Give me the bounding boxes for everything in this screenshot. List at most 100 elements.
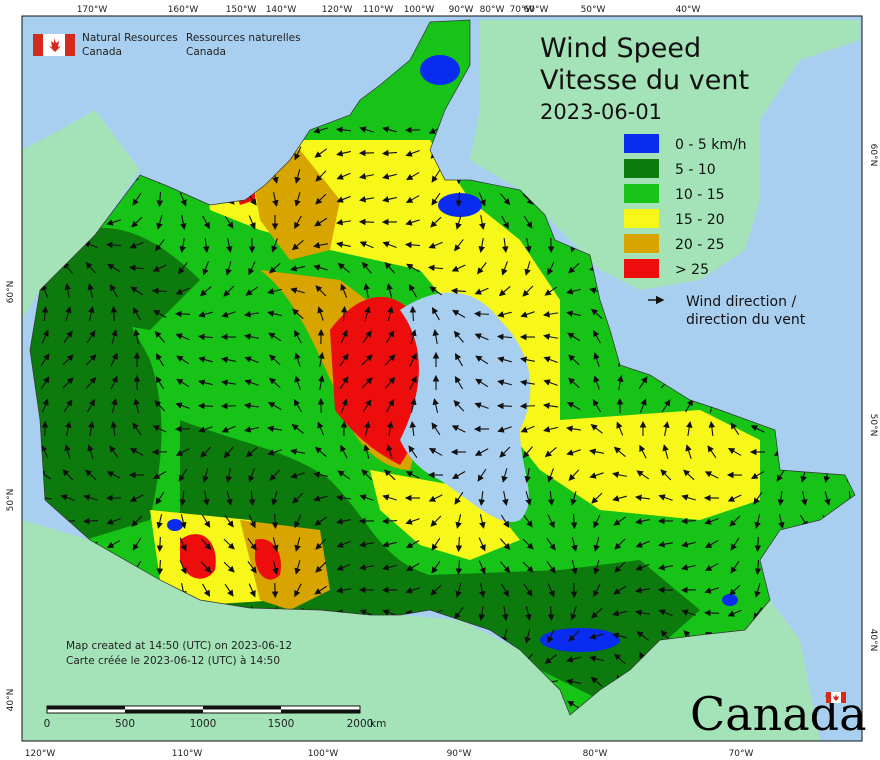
graticule-left-label: 60°N xyxy=(6,281,16,304)
map-date: 2023-06-01 xyxy=(540,100,662,124)
wind-arrow xyxy=(546,538,556,551)
wind-arrow xyxy=(566,401,581,410)
wind-arrow xyxy=(132,537,142,551)
wind-arrow xyxy=(202,237,210,254)
graticule-right-label: 60°N xyxy=(868,144,878,167)
wind-arrow xyxy=(60,494,75,501)
credit-en: Map created at 14:50 (UTC) on 2023-06-12 xyxy=(66,640,292,652)
wind-arrow xyxy=(64,283,71,298)
wind-arrow xyxy=(65,306,72,321)
wind-arrow xyxy=(225,261,232,276)
wind-arrow xyxy=(156,191,164,208)
wind-arrow xyxy=(730,422,740,436)
wind-arrow xyxy=(565,425,582,433)
wind-arrow xyxy=(612,610,627,617)
wind-arrow xyxy=(381,517,398,525)
wind-arrow xyxy=(547,490,555,507)
wind-arrow xyxy=(294,537,301,552)
wind-arrow xyxy=(131,515,143,527)
wind-arrow xyxy=(523,583,533,597)
wind-arrow xyxy=(244,379,259,386)
wind-arrow xyxy=(409,420,417,437)
wind-arrow xyxy=(750,471,765,479)
wind-arrow xyxy=(475,355,489,365)
wind-arrow xyxy=(272,537,279,552)
wind-arrow xyxy=(313,127,328,134)
legend-label: 15 - 20 xyxy=(675,212,725,228)
wind-arrow xyxy=(271,513,279,530)
wind-arrow xyxy=(432,329,439,344)
wind-arrow xyxy=(293,399,303,413)
wind-arrow xyxy=(589,448,604,455)
scale-bar: 0 500 1000 1500 2000 xyxy=(44,705,373,730)
wind-arrow xyxy=(684,399,694,413)
wind-arrow xyxy=(523,514,533,528)
wind-arrow xyxy=(156,536,164,553)
wind-arrow xyxy=(340,283,348,298)
wind-arrow xyxy=(336,172,351,180)
graticule-top-label: 60°W xyxy=(524,5,549,15)
graticule-right-label: 40°N xyxy=(868,629,878,652)
wind-arrow xyxy=(544,654,557,664)
wind-arrow xyxy=(290,472,305,479)
legend-swatch xyxy=(624,159,659,178)
wind-arrow xyxy=(87,444,94,459)
wind-arrow xyxy=(520,311,535,318)
wind-arrow xyxy=(522,446,533,459)
wind-arrow xyxy=(313,264,328,271)
wind-arrow xyxy=(291,308,304,320)
wind-arrow xyxy=(359,126,374,133)
wind-arrow xyxy=(336,563,351,571)
wind-arrow xyxy=(271,491,278,506)
wind-arrow xyxy=(314,585,328,595)
wind-arrow xyxy=(336,518,351,525)
wind-arrow xyxy=(313,471,328,478)
wind-arrow xyxy=(478,560,486,575)
wind-arrow xyxy=(663,421,670,436)
wind-arrow xyxy=(478,537,486,552)
canada-wordmark: Canada xyxy=(690,687,867,741)
wind-arrow xyxy=(111,329,118,344)
wind-arrow xyxy=(571,537,578,552)
wind-arrow xyxy=(523,215,533,229)
wind-arrow xyxy=(248,215,256,230)
graticule-top-label: 170°W xyxy=(77,5,108,15)
wind-arrow xyxy=(221,356,236,363)
legend-arrow-label-2: direction du vent xyxy=(686,312,806,328)
wind-arrow xyxy=(616,421,624,436)
wind-arrow xyxy=(612,495,627,502)
wind-arrow xyxy=(570,513,578,530)
wind-arrow xyxy=(776,468,786,482)
wind-arrow xyxy=(501,215,509,230)
legend-label: 5 - 10 xyxy=(675,162,716,178)
wind-arrow xyxy=(497,311,512,318)
wind-arrow xyxy=(318,375,325,390)
wind-arrow xyxy=(405,149,420,157)
wind-arrow xyxy=(544,286,558,296)
wind-arrow xyxy=(522,538,534,550)
wind-arrow xyxy=(593,537,600,552)
wind-arrow xyxy=(245,447,258,458)
wind-arrow xyxy=(750,425,765,433)
wind-arrow xyxy=(109,283,118,298)
wind-arrow xyxy=(542,402,559,410)
wind-arrow xyxy=(501,605,509,622)
wind-arrow xyxy=(524,468,531,483)
wind-arrow xyxy=(132,192,142,206)
wind-arrow xyxy=(634,494,651,502)
wind-arrow xyxy=(499,561,511,574)
wind-arrow xyxy=(267,310,282,317)
wind-arrow xyxy=(152,471,167,480)
wind-arrow xyxy=(361,377,373,389)
wind-arrow xyxy=(107,263,121,273)
wind-arrow xyxy=(179,238,186,253)
canada-flag-icon xyxy=(33,34,75,56)
wind-arrow xyxy=(543,426,558,433)
graticule-top-label: 120°W xyxy=(322,5,353,15)
wind-arrow xyxy=(592,399,602,413)
wind-arrow xyxy=(408,445,418,459)
wind-arrow xyxy=(362,399,372,413)
wind-arrow xyxy=(175,333,190,341)
wind-arrow xyxy=(129,494,144,502)
wind-arrow xyxy=(474,333,489,341)
